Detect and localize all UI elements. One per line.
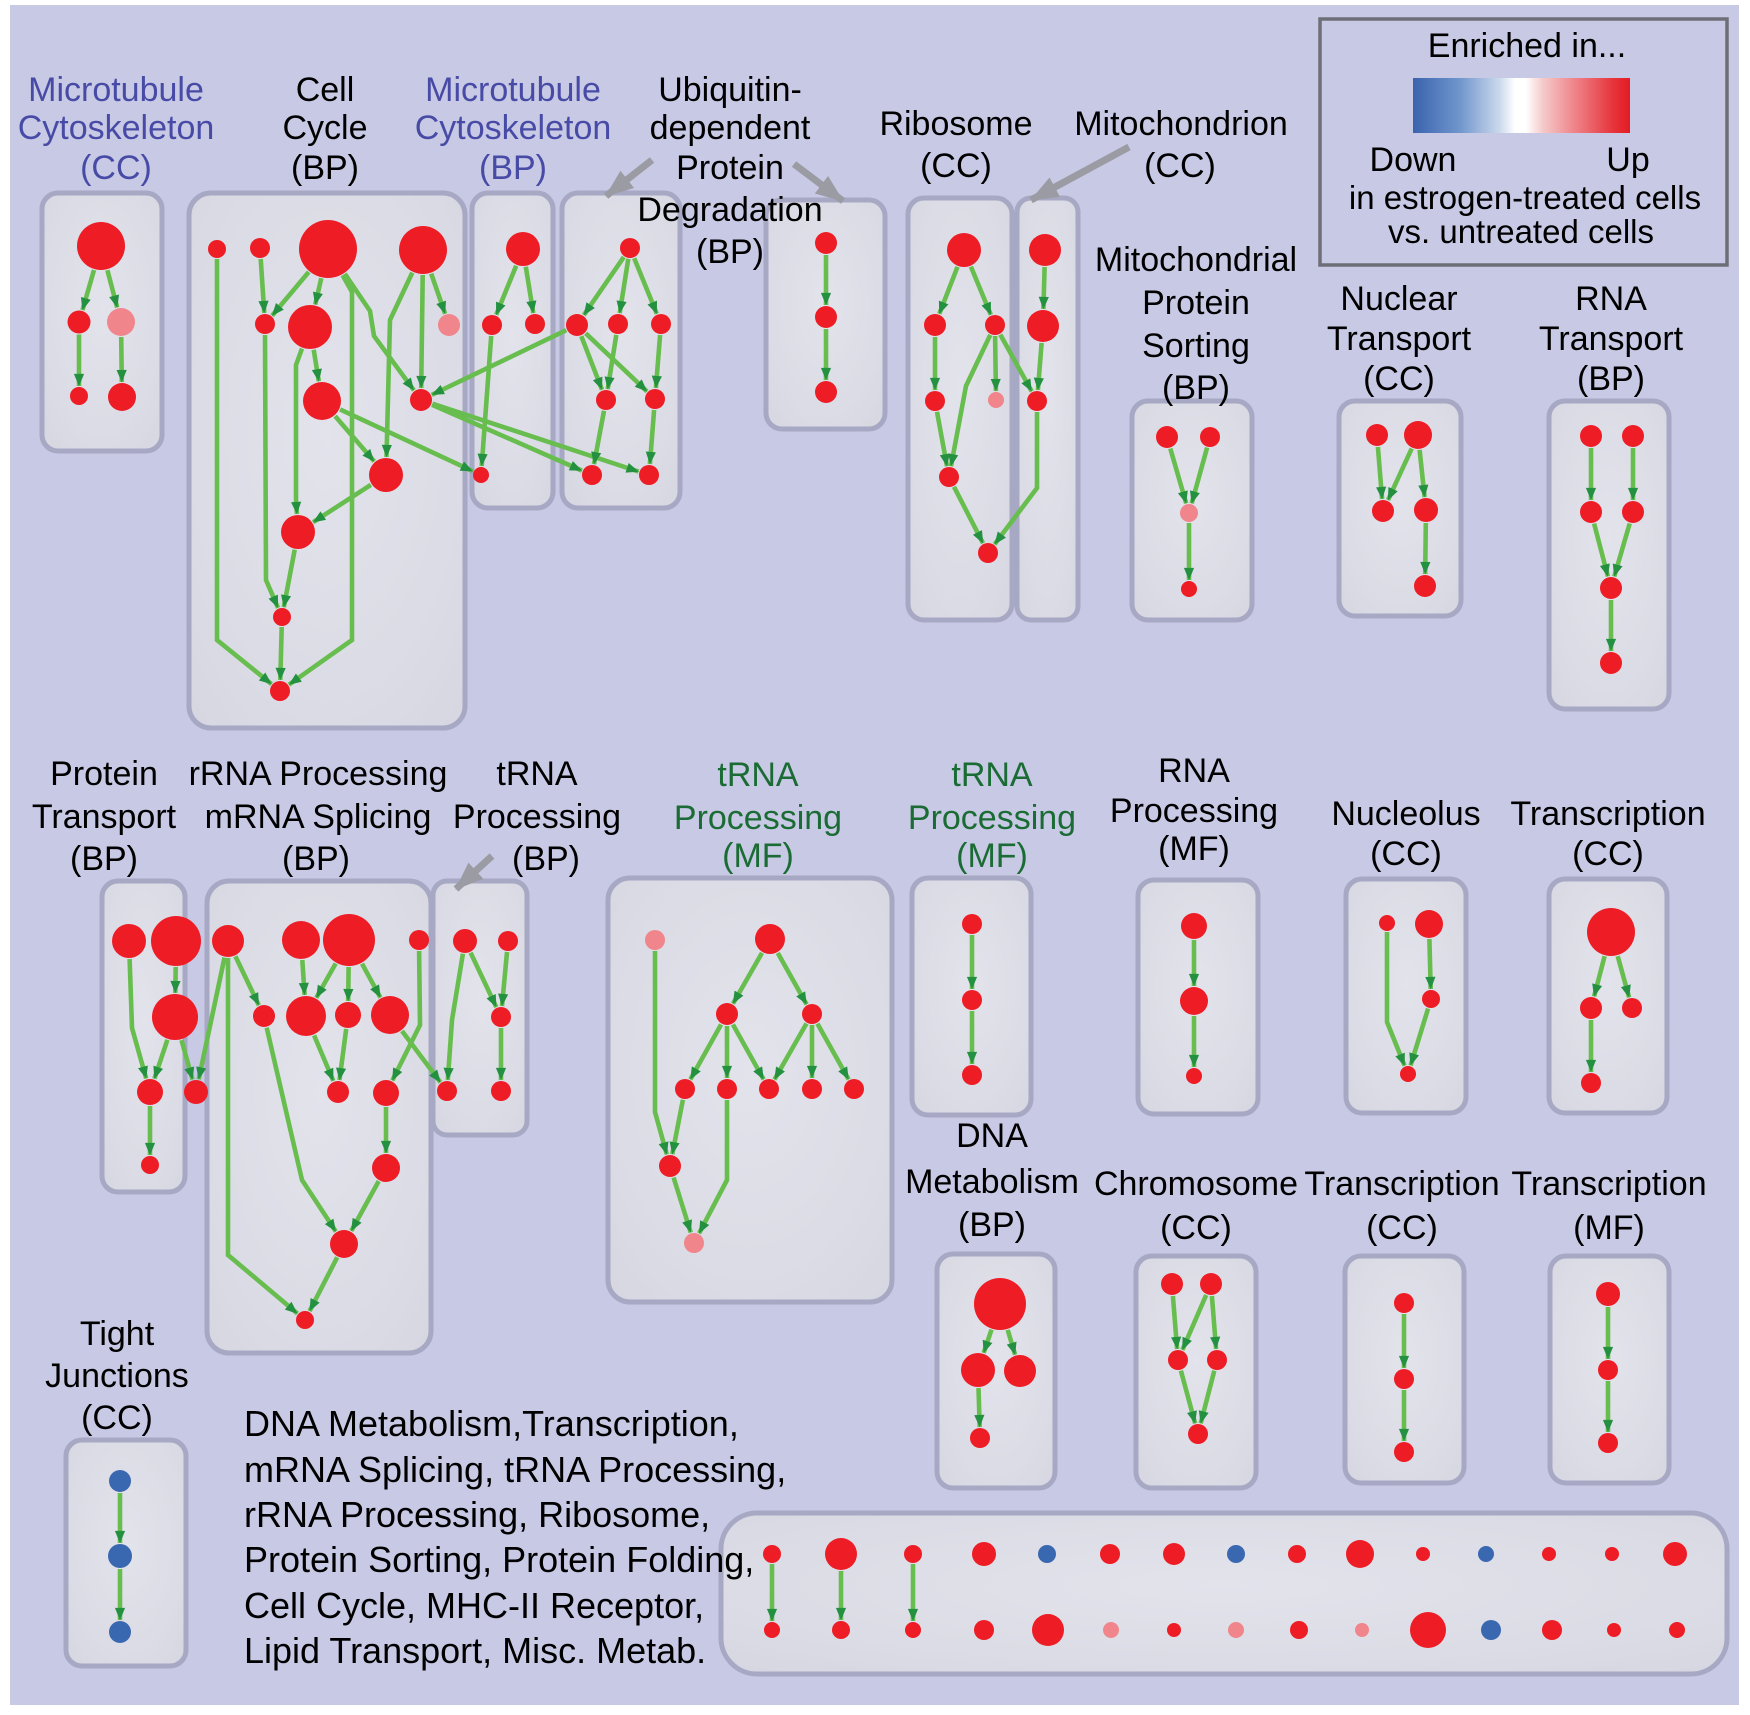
svg-text:Metabolism: Metabolism [905, 1163, 1079, 1201]
svg-text:Junctions: Junctions [45, 1357, 189, 1395]
svg-text:RNA: RNA [1575, 280, 1647, 318]
svg-text:(MF): (MF) [722, 837, 794, 875]
svg-text:rRNA Processing: rRNA Processing [189, 755, 448, 793]
svg-text:(MF): (MF) [1158, 830, 1230, 868]
svg-text:Cytoskeleton: Cytoskeleton [415, 109, 612, 147]
svg-text:Transport: Transport [32, 798, 177, 836]
svg-text:Processing: Processing [674, 799, 842, 837]
svg-text:Processing: Processing [908, 799, 1076, 837]
svg-text:DNA Metabolism,Transcription,: DNA Metabolism,Transcription, [244, 1403, 739, 1444]
svg-text:Protein: Protein [50, 755, 158, 793]
svg-text:(BP): (BP) [291, 149, 359, 187]
svg-text:Transport: Transport [1327, 320, 1472, 358]
svg-text:Transcription: Transcription [1511, 1165, 1706, 1203]
svg-text:Cytoskeleton: Cytoskeleton [18, 109, 215, 147]
svg-text:Ubiquitin-: Ubiquitin- [658, 71, 802, 109]
svg-text:Microtubule: Microtubule [425, 71, 601, 109]
svg-text:Tight: Tight [80, 1315, 155, 1353]
svg-text:(CC): (CC) [1144, 147, 1216, 185]
svg-text:(BP): (BP) [512, 840, 580, 878]
svg-text:(CC): (CC) [81, 1399, 153, 1437]
svg-text:(MF): (MF) [1573, 1209, 1645, 1247]
svg-text:Processing: Processing [1110, 792, 1278, 830]
svg-text:(CC): (CC) [920, 147, 992, 185]
svg-text:Enriched in...: Enriched in... [1428, 27, 1626, 65]
svg-text:(BP): (BP) [282, 840, 350, 878]
svg-text:Degradation: Degradation [637, 191, 822, 229]
svg-text:(BP): (BP) [696, 233, 764, 271]
svg-text:rRNA Processing, Ribosome,: rRNA Processing, Ribosome, [244, 1494, 710, 1535]
svg-text:Chromosome: Chromosome [1094, 1165, 1298, 1203]
svg-text:Transcription: Transcription [1304, 1165, 1499, 1203]
svg-text:Down: Down [1370, 141, 1457, 179]
svg-text:Ribosome: Ribosome [879, 105, 1032, 143]
svg-text:tRNA: tRNA [496, 755, 578, 793]
svg-text:Cell: Cell [296, 71, 355, 109]
svg-text:(BP): (BP) [70, 840, 138, 878]
svg-text:(CC): (CC) [80, 149, 152, 187]
svg-text:(BP): (BP) [1162, 369, 1230, 407]
svg-text:Transport: Transport [1539, 320, 1684, 358]
svg-text:Nuclear: Nuclear [1340, 280, 1457, 318]
svg-text:(CC): (CC) [1572, 835, 1644, 873]
svg-text:Cycle: Cycle [282, 109, 367, 147]
svg-text:tRNA: tRNA [951, 756, 1033, 794]
svg-text:vs. untreated cells: vs. untreated cells [1388, 213, 1654, 250]
svg-text:Lipid Transport, Misc. Metab.: Lipid Transport, Misc. Metab. [244, 1630, 706, 1671]
svg-text:DNA: DNA [956, 1117, 1028, 1155]
svg-text:Processing: Processing [453, 798, 621, 836]
svg-text:(BP): (BP) [1577, 360, 1645, 398]
svg-text:(BP): (BP) [958, 1206, 1026, 1244]
svg-text:Nucleolus: Nucleolus [1331, 795, 1480, 833]
svg-text:mRNA Splicing, tRNA Processing: mRNA Splicing, tRNA Processing, [244, 1449, 786, 1490]
svg-text:(MF): (MF) [956, 837, 1028, 875]
svg-text:Protein Sorting, Protein Foldi: Protein Sorting, Protein Folding, [244, 1539, 754, 1580]
svg-text:Mitochondrial: Mitochondrial [1095, 241, 1297, 279]
svg-text:(BP): (BP) [479, 149, 547, 187]
svg-text:(CC): (CC) [1370, 835, 1442, 873]
svg-text:Mitochondrion: Mitochondrion [1074, 105, 1288, 143]
svg-text:Up: Up [1606, 141, 1649, 179]
svg-text:RNA: RNA [1158, 752, 1230, 790]
svg-text:Protein: Protein [1142, 284, 1250, 322]
svg-text:dependent: dependent [650, 109, 811, 147]
svg-text:(CC): (CC) [1366, 1209, 1438, 1247]
svg-text:Microtubule: Microtubule [28, 71, 204, 109]
svg-text:Sorting: Sorting [1142, 327, 1250, 365]
svg-text:Cell Cycle, MHC-II Receptor,: Cell Cycle, MHC-II Receptor, [244, 1585, 704, 1626]
svg-text:in estrogen-treated cells: in estrogen-treated cells [1349, 179, 1701, 216]
svg-text:(CC): (CC) [1160, 1209, 1232, 1247]
svg-text:tRNA: tRNA [717, 756, 799, 794]
svg-text:(CC): (CC) [1363, 360, 1435, 398]
svg-text:Transcription: Transcription [1510, 795, 1705, 833]
svg-text:Protein: Protein [676, 149, 784, 187]
svg-text:mRNA Splicing: mRNA Splicing [205, 798, 432, 836]
